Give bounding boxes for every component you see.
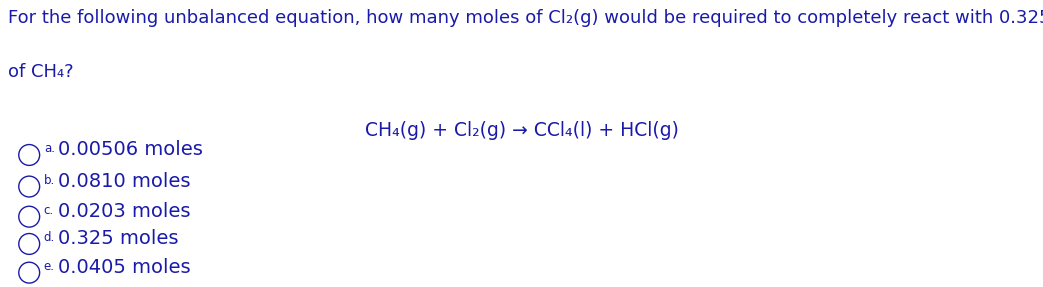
Text: 0.0810 moles: 0.0810 moles [58,172,191,191]
Text: of CH₄?: of CH₄? [8,63,74,81]
Text: 0.325 moles: 0.325 moles [58,229,179,248]
Text: CH₄(g) + Cl₂(g) → CCl₄(l) + HCl(g): CH₄(g) + Cl₂(g) → CCl₄(l) + HCl(g) [365,121,678,139]
Text: a.: a. [44,142,55,155]
Text: 0.0405 moles: 0.0405 moles [58,258,191,277]
Text: For the following unbalanced equation, how many moles of Cl₂(g) would be require: For the following unbalanced equation, h… [8,9,1043,27]
Text: b.: b. [44,174,55,187]
Text: 0.0203 moles: 0.0203 moles [58,202,191,221]
Text: d.: d. [44,231,55,244]
Text: c.: c. [44,204,54,217]
Text: 0.00506 moles: 0.00506 moles [58,140,203,159]
Text: e.: e. [44,260,55,273]
